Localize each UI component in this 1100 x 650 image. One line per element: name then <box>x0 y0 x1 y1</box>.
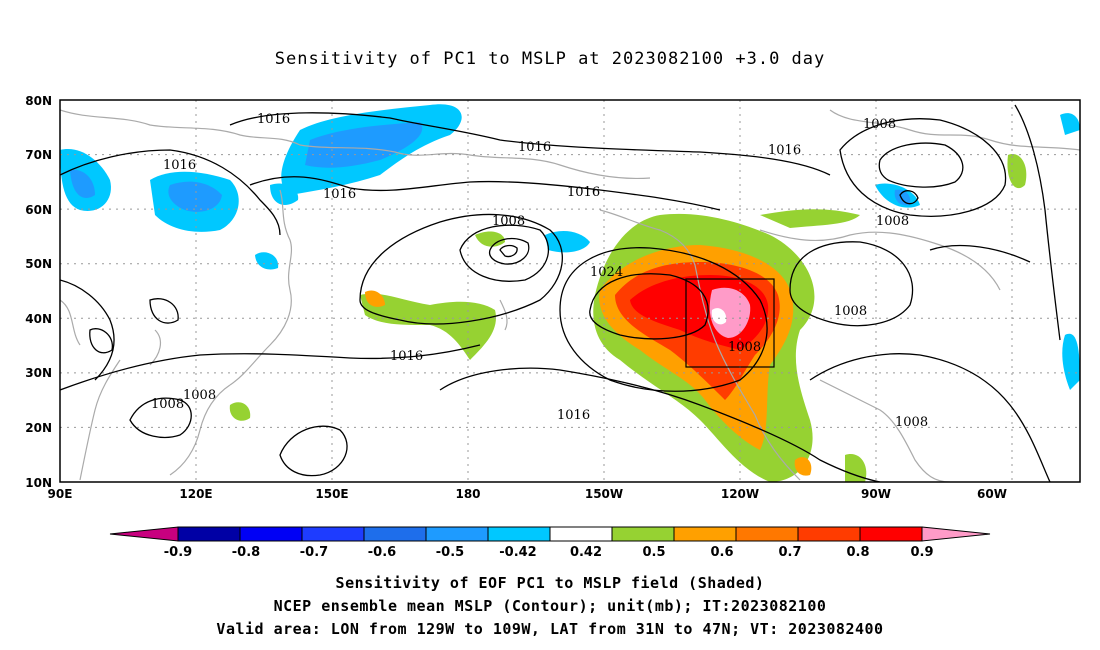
shade-green-w <box>475 231 505 247</box>
colorbar-swatch <box>673 526 737 542</box>
colorbar-swatch <box>487 526 551 542</box>
colorbar-end-low <box>109 526 179 542</box>
lat-label: 50N <box>25 257 52 271</box>
contour-label: 1008 <box>492 214 525 229</box>
lat-label: 30N <box>25 366 52 380</box>
colorbar-tick: -0.5 <box>436 545 464 560</box>
colorbar-swatch <box>549 526 613 542</box>
contour-label: 1016 <box>390 349 423 364</box>
colorbar-swatch <box>363 526 427 542</box>
shade-green-small <box>229 402 251 421</box>
colorbar-tick: 0.6 <box>710 545 733 560</box>
coastlines <box>60 109 1080 482</box>
colorbar-tick: -0.9 <box>164 545 192 560</box>
contour-label: 1016 <box>567 185 600 200</box>
lon-label: 120E <box>179 487 212 501</box>
colorbar-swatch <box>301 526 365 542</box>
colorbar-tick: -0.7 <box>300 545 328 560</box>
map-plot-area <box>60 100 1080 482</box>
lon-label: 150E <box>315 487 348 501</box>
lat-label: 20N <box>25 421 52 435</box>
shade-green-ne <box>760 209 860 228</box>
lon-label: 60W <box>977 487 1007 501</box>
colorbar-tick: -0.8 <box>232 545 260 560</box>
contour-label: 1016 <box>323 187 356 202</box>
colorbar-tick: -0.42 <box>499 545 536 560</box>
shade-green-se <box>845 454 867 482</box>
contour-label: 1008 <box>863 117 896 132</box>
colorbar <box>109 526 991 542</box>
lon-label: 120W <box>721 487 759 501</box>
colorbar-tick: 0.7 <box>778 545 801 560</box>
colorbar-swatch <box>735 526 799 542</box>
contour-label-group: 1016 1016 1016 1016 1008 1016 1008 1016 … <box>151 112 928 430</box>
colorbar-end-high <box>921 526 991 542</box>
caption-line-3: Valid area: LON from 129W to 109W, LAT f… <box>216 620 884 638</box>
colorbar-tick: -0.6 <box>368 545 396 560</box>
caption-line-2: NCEP ensemble mean MSLP (Contour); unit(… <box>273 597 827 615</box>
colorbar-tick: 0.5 <box>642 545 665 560</box>
lon-label: 150W <box>585 487 623 501</box>
contour-label: 1016 <box>518 140 551 155</box>
colorbar-swatch <box>239 526 303 542</box>
graticule <box>60 100 1080 482</box>
plot-frame <box>59 99 1081 483</box>
lon-label: 180 <box>455 487 480 501</box>
contour-label: 1008 <box>876 214 909 229</box>
shade-green-band <box>360 293 496 360</box>
contour-label: 1024 <box>590 265 623 280</box>
lat-label: 60N <box>25 203 52 217</box>
contour-label: 1008 <box>895 415 928 430</box>
contour-label: 1016 <box>768 143 801 158</box>
lat-label: 80N <box>25 94 52 108</box>
lat-label: 10N <box>25 476 52 490</box>
contour-label: 1008 <box>728 340 761 355</box>
lat-label: 70N <box>25 148 52 162</box>
lon-label: 90W <box>861 487 891 501</box>
shade-green-ne2 <box>1007 154 1027 189</box>
lat-label: 40N <box>25 312 52 326</box>
colorbar-swatch <box>797 526 861 542</box>
colorbar-swatch <box>425 526 489 542</box>
colorbar-tick: 0.9 <box>910 545 933 560</box>
valid-area-box <box>685 278 775 368</box>
chart-title: Sensitivity of PC1 to MSLP at 2023082100… <box>274 49 826 69</box>
lon-label: 90E <box>48 487 73 501</box>
shading-negative <box>60 104 1080 390</box>
colorbar-swatch <box>177 526 241 542</box>
lon-labels: 90E 120E 150E 180 150W 120W 90W 60W <box>48 487 1007 501</box>
colorbar-swatch <box>611 526 675 542</box>
lat-labels: 80N 70N 60N 50N 40N 30N 20N 10N <box>25 94 52 490</box>
contour-label: 1008 <box>151 397 184 412</box>
contour-label: 1008 <box>183 388 216 403</box>
colorbar-ticks: -0.9 -0.8 -0.7 -0.6 -0.5 -0.42 0.42 0.5 … <box>164 545 934 560</box>
colorbar-swatch <box>859 526 923 542</box>
caption-line-1: Sensitivity of EOF PC1 to MSLP field (Sh… <box>335 574 765 592</box>
contour-label: 1016 <box>163 158 196 173</box>
contour-label: 1016 <box>257 112 290 127</box>
contour-label: 1016 <box>557 408 590 423</box>
mslp-contours <box>60 104 1061 482</box>
colorbar-tick: 0.42 <box>570 545 602 560</box>
contour-label: 1008 <box>834 304 867 319</box>
colorbar-tick: 0.8 <box>846 545 869 560</box>
